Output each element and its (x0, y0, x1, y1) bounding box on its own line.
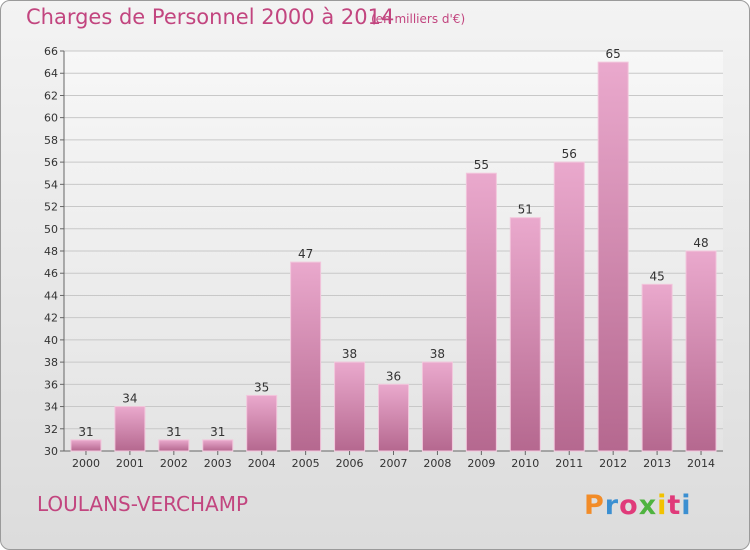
data-label: 47 (298, 247, 313, 261)
y-tick-label: 46 (44, 267, 58, 280)
data-label: 55 (474, 158, 489, 172)
y-tick-label: 36 (44, 378, 58, 391)
brand-letter: i (681, 490, 692, 521)
proxiti-logo: Proxiti (584, 490, 692, 521)
y-tick-label: 58 (44, 134, 58, 147)
bar (421, 361, 453, 452)
y-tick-label: 42 (44, 312, 58, 325)
y-tick-label: 44 (44, 289, 58, 302)
brand-letter: i (657, 490, 668, 521)
x-tick-label: 2011 (555, 457, 583, 470)
x-tick-label: 2007 (380, 457, 408, 470)
data-label: 35 (254, 380, 269, 394)
y-tick-label: 48 (44, 245, 58, 258)
brand-letter: o (619, 490, 639, 521)
brand-letter: t (667, 490, 682, 521)
bar (597, 61, 629, 452)
x-tick-label: 2002 (160, 457, 188, 470)
bar (158, 439, 190, 452)
x-tick-label: 2005 (292, 457, 320, 470)
bar (685, 250, 717, 452)
bar (641, 283, 673, 452)
data-label: 45 (649, 269, 664, 283)
brand-letter: r (604, 490, 620, 521)
bar (553, 161, 585, 452)
x-tick-label: 2009 (467, 457, 495, 470)
y-tick-label: 64 (44, 67, 58, 80)
bar (334, 361, 366, 452)
chart-subtitle: (en milliers d'€) (371, 12, 466, 26)
y-tick-label: 66 (44, 45, 58, 58)
commune-name: LOULANS-VERCHAMP (37, 492, 249, 516)
data-label: 48 (693, 236, 708, 250)
brand-letter: P (584, 490, 605, 521)
data-label: 38 (342, 347, 357, 361)
y-tick-label: 38 (44, 356, 58, 369)
chart-title: Charges de Personnel 2000 à 2014 (26, 5, 395, 29)
data-label: 38 (430, 347, 445, 361)
bar (378, 383, 409, 452)
data-label: 65 (606, 47, 621, 61)
bars: 31 34 31 31 35 47 38 36 38 55 51 56 65 45 48 (70, 47, 717, 452)
x-tick-label: 2010 (511, 457, 539, 470)
y-tick-label: 62 (44, 89, 58, 102)
x-tick-label: 2008 (423, 457, 451, 470)
bar (202, 439, 234, 452)
bar (509, 217, 541, 452)
bar (465, 172, 497, 452)
data-label: 31 (210, 425, 225, 439)
y-tick-label: 30 (44, 445, 58, 458)
x-tick-label: 2006 (336, 457, 364, 470)
y-tick-label: 50 (44, 223, 58, 236)
x-tick-label: 2012 (599, 457, 627, 470)
data-label: 34 (122, 392, 137, 406)
data-label: 31 (166, 425, 181, 439)
x-tick-label: 2014 (687, 457, 715, 470)
x-axis: 2000 2001 2002 2003 2004 2005 2006 2007 2008 2009… (72, 451, 715, 470)
bar (246, 394, 278, 452)
x-tick-label: 2013 (643, 457, 671, 470)
y-tick-label: 34 (44, 401, 58, 414)
bar (290, 261, 322, 452)
data-label: 31 (78, 425, 93, 439)
data-label: 56 (562, 147, 577, 161)
x-tick-label: 2000 (72, 457, 100, 470)
x-tick-label: 2003 (204, 457, 232, 470)
y-tick-label: 56 (44, 156, 58, 169)
data-label: 51 (518, 203, 533, 217)
bar (114, 406, 146, 452)
y-tick-label: 60 (44, 112, 58, 125)
brand-letter: x (638, 490, 658, 521)
y-tick-label: 54 (44, 178, 58, 191)
x-tick-label: 2004 (248, 457, 276, 470)
x-tick-label: 2001 (116, 457, 144, 470)
y-tick-label: 52 (44, 201, 58, 214)
data-label: 36 (386, 369, 401, 383)
y-tick-label: 32 (44, 423, 58, 436)
y-tick-label: 40 (44, 334, 58, 347)
bar (70, 439, 102, 452)
